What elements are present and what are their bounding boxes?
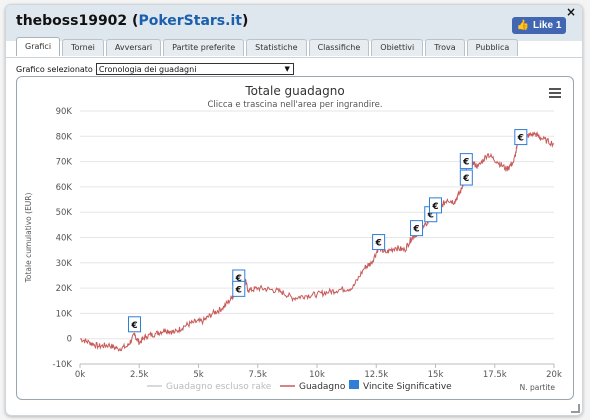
x-tick-label: 20k [546, 370, 562, 380]
chart-menu-icon[interactable] [549, 88, 561, 98]
profile-window: theboss19902 (PokerStars.it) × 👍 Like 1 … [5, 4, 583, 416]
tab-pubblica[interactable]: Pubblica [466, 39, 519, 56]
significant-win-marker[interactable]: € [232, 280, 246, 297]
tab-classifiche[interactable]: Classifiche [308, 39, 370, 56]
chart-select[interactable]: Cronologia dei guadagni ▼ [95, 63, 294, 75]
series-guadagno-line[interactable] [79, 131, 555, 352]
tab-divider [6, 57, 582, 58]
x-tick-label: 7.5k [249, 370, 268, 380]
legend-significant-label: Vincite Significative [363, 382, 452, 392]
window-title: theboss19902 (PokerStars.it) [16, 13, 249, 29]
title-site-link[interactable]: PokerStars.it [138, 13, 242, 29]
tab-avversari[interactable]: Avversari [105, 39, 162, 56]
x-tick-label: 15k [428, 370, 444, 380]
y-tick-label: -10K [53, 360, 73, 370]
euro-icon: € [427, 211, 434, 221]
close-button[interactable]: × [565, 5, 576, 19]
euro-icon: € [462, 174, 469, 184]
y-axis-label: Totale cumulativo (EUR) [24, 192, 33, 283]
chart-subtitle: Clicca e trascina nell'area per ingrandi… [207, 100, 382, 110]
y-tick-label: 80K [56, 132, 73, 142]
x-tick-label: 0k [75, 370, 85, 380]
legend-profit-label: Guadagno [299, 382, 346, 392]
tab-statistiche[interactable]: Statistiche [246, 39, 307, 56]
euro-icon: € [130, 321, 137, 331]
significant-win-marker[interactable]: € [410, 220, 424, 237]
legend-significant-swatch[interactable] [349, 380, 359, 389]
profit-chart[interactable]: Totale guadagno Clicca e trascina nell'ar… [17, 77, 573, 399]
chart-container[interactable]: Totale guadagno Clicca e trascina nell'ar… [16, 76, 574, 400]
y-tick-label: 10K [56, 309, 73, 319]
tab-tornei[interactable]: Tornei [62, 39, 104, 56]
tab-grafici[interactable]: Grafici [16, 37, 61, 56]
x-tick-label: 10k [309, 370, 325, 380]
chart-select-value: Cronologia dei guadagni [98, 65, 197, 74]
title-username: theboss19902 [16, 13, 128, 29]
y-tick-label: 90K [56, 107, 73, 117]
y-tick-label: 30K [56, 259, 73, 269]
x-axis-label: N. partite [520, 383, 556, 392]
title-bar: theboss19902 (PokerStars.it) × 👍 Like 1 [6, 5, 582, 41]
thumbs-up-icon: 👍 [516, 20, 530, 31]
resize-grip[interactable] [571, 404, 580, 413]
euro-icon: € [517, 134, 524, 144]
tab-partite-preferite[interactable]: Partite preferite [163, 39, 245, 56]
euro-icon: € [431, 202, 438, 212]
chart-selector: Grafico selezionato Cronologia dei guada… [16, 63, 294, 75]
y-tick-label: 40K [56, 234, 73, 244]
euro-icon: € [462, 158, 469, 168]
legend-rake-label: Guadagno escluso rake [166, 382, 272, 392]
y-tick-label: 0 [67, 335, 72, 345]
significant-win-marker[interactable]: € [514, 129, 528, 146]
tab-trova[interactable]: Trova [425, 39, 465, 56]
euro-icon: € [235, 274, 242, 284]
euro-icon: € [235, 285, 242, 295]
tab-obiettivi[interactable]: Obiettivi [371, 39, 424, 56]
significant-win-marker[interactable]: € [459, 153, 473, 170]
like-button[interactable]: 👍 Like 1 [512, 17, 566, 34]
x-tick-label: 17.5k [483, 370, 507, 380]
like-label: Like 1 [533, 20, 562, 31]
tab-bar: Grafici Tornei Avversari Partite preferite S… [16, 37, 519, 57]
dropdown-arrow-icon: ▼ [284, 65, 290, 73]
euro-icon: € [374, 239, 381, 249]
chart-selector-label: Grafico selezionato [16, 64, 93, 74]
x-tick-label: 2.5k [130, 370, 149, 380]
chart-title: Totale guadagno [244, 84, 344, 98]
significant-win-marker[interactable]: € [128, 316, 142, 333]
significant-win-marker[interactable]: € [429, 197, 442, 214]
y-tick-label: 60K [56, 183, 73, 193]
y-tick-label: 50K [56, 208, 73, 218]
euro-icon: € [412, 225, 419, 235]
x-tick-label: 5k [193, 370, 203, 380]
y-tick-label: 20K [56, 284, 73, 294]
significant-win-marker[interactable]: € [459, 169, 473, 186]
y-tick-label: 70K [56, 158, 73, 168]
x-tick-label: 12.5k [364, 370, 388, 380]
significant-win-marker[interactable]: € [372, 234, 386, 251]
